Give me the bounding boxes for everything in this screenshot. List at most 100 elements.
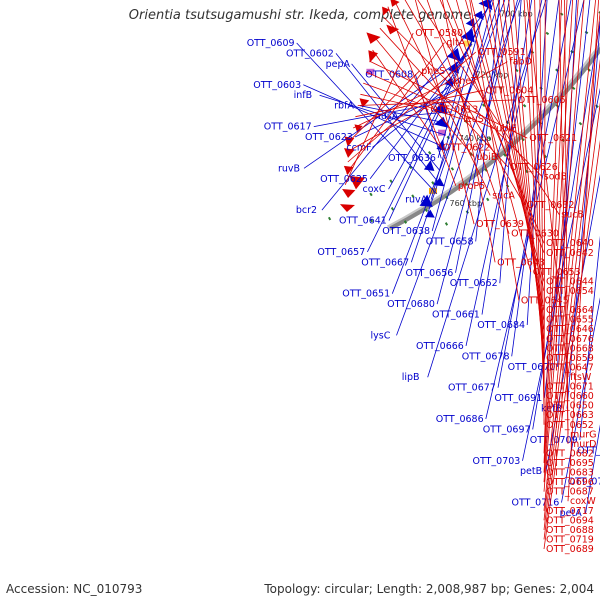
leader-line bbox=[321, 10, 487, 211]
gene-label: ccmF bbox=[346, 142, 371, 153]
gene-label: OTT_0630 bbox=[511, 229, 559, 240]
leader-line bbox=[365, 71, 495, 129]
gene-label: kefB bbox=[541, 404, 562, 415]
leader-line bbox=[543, 59, 600, 530]
forward-gene-arrow bbox=[349, 176, 366, 190]
leader-line bbox=[437, 66, 465, 159]
gene-label: murD bbox=[570, 439, 597, 450]
gene-label: OTT_0686 bbox=[436, 414, 484, 425]
gene-label: bcr2 bbox=[296, 205, 317, 216]
feature-block bbox=[429, 187, 437, 194]
gene-label: pheS bbox=[421, 66, 445, 77]
leader-line bbox=[469, 0, 520, 301]
leader-line bbox=[528, 0, 545, 397]
gene-label: ruvB bbox=[278, 163, 300, 174]
leader-line bbox=[513, 0, 545, 368]
gene-label: OTT_0602 bbox=[286, 48, 334, 59]
gene-label: OTT_0645 bbox=[521, 296, 569, 307]
forward-gene-arrow bbox=[390, 0, 400, 7]
feature-block bbox=[366, 68, 375, 75]
gene-label: OTT_0689 bbox=[546, 544, 594, 555]
gene-label: OTT_0716 bbox=[512, 498, 560, 509]
leader-line bbox=[561, 297, 600, 503]
leader-line bbox=[357, 99, 516, 106]
leader-line bbox=[564, 0, 569, 444]
forward-gene-arrow bbox=[382, 6, 390, 16]
gene-label: OTT_0663 bbox=[546, 410, 594, 421]
gene-label: OTT_0682 bbox=[546, 448, 594, 459]
leader-line bbox=[485, 0, 585, 420]
gene-label: OTT_0661 bbox=[432, 310, 480, 321]
leader-line bbox=[319, 94, 446, 136]
gene-label: OTT_0680 bbox=[387, 299, 435, 310]
leader-line bbox=[543, 0, 568, 464]
gene-label: petA bbox=[560, 508, 583, 519]
reverse-gene-arrow bbox=[424, 209, 435, 218]
leader-line bbox=[379, 27, 509, 168]
leader-line bbox=[351, 63, 440, 171]
tick-ring bbox=[369, 10, 600, 223]
gene-label: OTT_0691 bbox=[494, 393, 542, 404]
gene-label: OTT_0591 bbox=[478, 47, 526, 58]
gene-label: OTT_0643 bbox=[497, 257, 545, 268]
leader-line bbox=[543, 0, 596, 511]
leader-line bbox=[372, 49, 441, 148]
leader-line bbox=[543, 0, 585, 492]
gene-label: OTT_0640 bbox=[546, 238, 594, 249]
leader-line bbox=[534, 0, 545, 406]
gene-label: OTT_0647 bbox=[546, 362, 594, 373]
gene-label: OTT_0646 bbox=[546, 324, 594, 335]
gene-label: OTT_0666 bbox=[416, 341, 464, 352]
gene-label: fabD bbox=[509, 57, 532, 68]
gene-label: OTT_0709 bbox=[530, 435, 578, 446]
reverse-gene-arrow bbox=[461, 28, 475, 43]
forward-gene-arrow bbox=[386, 24, 400, 35]
leader-line bbox=[442, 0, 496, 263]
gene-label: lysC bbox=[371, 330, 391, 341]
leader-line bbox=[369, 60, 528, 139]
genome-summary-label: Topology: circular; Length: 2,008,987 bp… bbox=[264, 582, 594, 596]
gene-label: OTT_0687 bbox=[546, 487, 594, 498]
leader-line bbox=[543, 0, 562, 454]
gene-label: OTT_0608 bbox=[365, 69, 413, 80]
gene-label: OTT_0632 bbox=[527, 200, 575, 211]
leader-line bbox=[388, 32, 477, 190]
leader-line bbox=[347, 51, 477, 163]
gene-label: OTT_0655 bbox=[546, 315, 594, 326]
reverse-gene-arrow bbox=[436, 139, 446, 151]
gene-label: OTT_0657 bbox=[317, 247, 365, 258]
gene-label: OTT_0692 bbox=[577, 445, 600, 456]
gene-label: sucA bbox=[492, 190, 515, 201]
forward-gene-arrow bbox=[366, 32, 381, 44]
accession-label: Accession: NC_010793 bbox=[6, 582, 143, 596]
gene-label: OTT_0697 bbox=[483, 424, 531, 435]
leader-line bbox=[383, 17, 543, 177]
gene-label: pepA bbox=[326, 59, 351, 70]
leader-line bbox=[375, 38, 475, 158]
gene-label: OTT_0603 bbox=[253, 80, 301, 91]
leader-line bbox=[393, 0, 491, 196]
gene-label: OTT_0641 bbox=[339, 216, 387, 227]
gene-label: infB bbox=[294, 90, 313, 101]
kbp-tick-label: 740 kbp bbox=[459, 134, 492, 143]
gene-label: coxW bbox=[570, 496, 596, 507]
leader-line bbox=[481, 0, 533, 315]
gene-label: OTT_0652 bbox=[546, 420, 594, 431]
gene-label: ruvA bbox=[405, 195, 428, 206]
gene-label: OTT_0609 bbox=[247, 38, 295, 49]
leader-line bbox=[303, 54, 469, 169]
gene-label: sodB bbox=[544, 171, 567, 182]
gene-label: OTT_0671 bbox=[546, 382, 594, 393]
gene-label: OTT_0621 bbox=[529, 133, 577, 144]
leader-line bbox=[497, 0, 545, 339]
gene-label: OTT_0604 bbox=[485, 85, 533, 96]
forward-gene-arrow bbox=[344, 148, 355, 158]
gene-label: OTT_0696 bbox=[546, 477, 594, 488]
gene-label: ubiE bbox=[496, 124, 517, 135]
leader-line bbox=[543, 0, 579, 483]
leader-line bbox=[369, 43, 473, 180]
leader-line bbox=[353, 80, 452, 129]
reverse-gene-arrow bbox=[433, 177, 445, 187]
gene-label: OTT_0613 bbox=[430, 104, 478, 115]
gene-label: OTT_0651 bbox=[342, 289, 390, 300]
